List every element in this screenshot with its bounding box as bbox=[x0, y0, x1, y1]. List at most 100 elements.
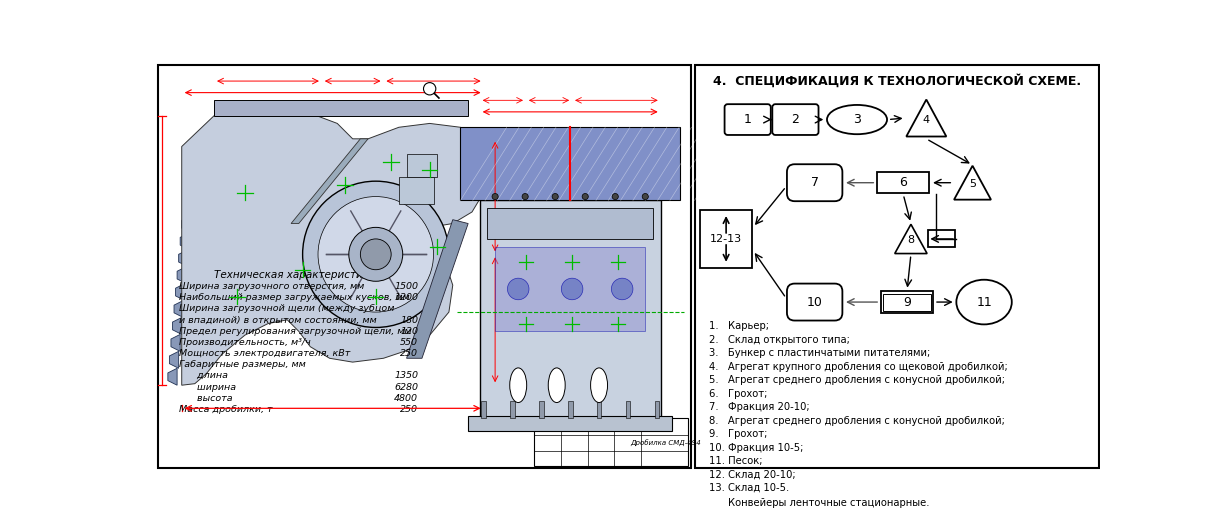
Bar bbox=[398, 177, 434, 204]
Bar bbox=[625, 401, 630, 418]
Polygon shape bbox=[188, 148, 197, 165]
Circle shape bbox=[612, 193, 618, 200]
Circle shape bbox=[362, 240, 390, 268]
FancyBboxPatch shape bbox=[787, 164, 842, 201]
Circle shape bbox=[582, 193, 588, 200]
Bar bbox=[461, 127, 680, 201]
FancyBboxPatch shape bbox=[787, 284, 842, 320]
Bar bbox=[482, 401, 485, 418]
Bar bbox=[881, 291, 933, 313]
Circle shape bbox=[562, 278, 582, 300]
Polygon shape bbox=[895, 224, 927, 253]
Text: 13. Склад 10-5.: 13. Склад 10-5. bbox=[709, 483, 790, 493]
Text: Ширина загрузочного отверстия, мм: Ширина загрузочного отверстия, мм bbox=[179, 282, 364, 291]
Bar bbox=[597, 401, 602, 418]
Text: длина: длина bbox=[179, 371, 228, 380]
Polygon shape bbox=[175, 284, 185, 300]
Text: 12. Склад 20-10;: 12. Склад 20-10; bbox=[709, 469, 796, 479]
Polygon shape bbox=[407, 220, 468, 359]
Bar bbox=[158, 65, 691, 468]
Text: 9: 9 bbox=[904, 296, 911, 308]
Bar bbox=[488, 208, 653, 239]
Text: 120: 120 bbox=[400, 327, 418, 336]
Text: Предел регулирования загрузочной щели, мм: Предел регулирования загрузочной щели, м… bbox=[179, 327, 412, 336]
Text: Наибольший размер загружаемых кусков, мм: Наибольший размер загружаемых кусков, мм bbox=[179, 293, 409, 302]
Text: 7: 7 bbox=[810, 176, 819, 189]
Polygon shape bbox=[185, 182, 194, 199]
Polygon shape bbox=[168, 369, 177, 385]
Bar bbox=[533, 418, 688, 466]
Text: 8.   Агрегат среднего дробления с конусной дробилкой;: 8. Агрегат среднего дробления с конусной… bbox=[709, 416, 1005, 426]
Text: 1: 1 bbox=[744, 113, 752, 126]
Bar bbox=[495, 247, 645, 332]
Text: 5: 5 bbox=[969, 179, 976, 189]
Text: 8: 8 bbox=[907, 235, 915, 246]
Circle shape bbox=[522, 193, 528, 200]
Text: 4800: 4800 bbox=[394, 394, 418, 403]
Text: Конвейеры ленточные стационарные.: Конвейеры ленточные стационарные. bbox=[728, 498, 929, 508]
Text: и впадиной) в открытом состоянии, мм: и впадиной) в открытом состоянии, мм bbox=[179, 316, 378, 325]
Text: 180: 180 bbox=[400, 316, 418, 325]
Text: 4.   Агрегат крупного дробления со щековой дробилкой;: 4. Агрегат крупного дробления со щековой… bbox=[709, 362, 1008, 372]
Circle shape bbox=[318, 196, 434, 312]
Circle shape bbox=[360, 239, 391, 270]
Bar bbox=[468, 416, 672, 431]
Ellipse shape bbox=[591, 368, 608, 402]
Circle shape bbox=[492, 193, 498, 200]
Text: 6280: 6280 bbox=[394, 382, 418, 392]
Text: 550: 550 bbox=[400, 338, 418, 347]
Text: Габаритные размеры, мм: Габаритные размеры, мм bbox=[179, 360, 306, 369]
Bar bbox=[883, 294, 931, 310]
Text: 2: 2 bbox=[792, 113, 799, 126]
Text: 1200: 1200 bbox=[394, 293, 418, 302]
Bar bbox=[700, 210, 753, 268]
Polygon shape bbox=[173, 317, 181, 334]
FancyBboxPatch shape bbox=[772, 104, 819, 135]
Circle shape bbox=[612, 278, 633, 300]
Bar bbox=[928, 230, 955, 248]
Text: Дробилка СМД-494: Дробилка СМД-494 bbox=[630, 439, 701, 446]
Polygon shape bbox=[181, 104, 483, 385]
Text: 1350: 1350 bbox=[394, 371, 418, 380]
Polygon shape bbox=[186, 165, 196, 182]
Ellipse shape bbox=[828, 105, 888, 134]
Polygon shape bbox=[181, 216, 191, 233]
Text: 4: 4 bbox=[923, 115, 929, 125]
Circle shape bbox=[303, 181, 449, 327]
Text: 4.  СПЕЦИФИКАЦИЯ К ТЕХНОЛОГИЧЕСКОЙ СХЕМЕ.: 4. СПЕЦИФИКАЦИЯ К ТЕХНОЛОГИЧЕСКОЙ СХЕМЕ. bbox=[714, 74, 1081, 88]
FancyBboxPatch shape bbox=[725, 104, 771, 135]
Polygon shape bbox=[180, 233, 190, 250]
Circle shape bbox=[642, 193, 649, 200]
Text: высота: высота bbox=[179, 394, 233, 403]
Text: 3: 3 bbox=[853, 113, 861, 126]
Polygon shape bbox=[954, 166, 991, 200]
Text: 250: 250 bbox=[400, 405, 418, 414]
Bar bbox=[407, 154, 438, 177]
Bar bbox=[510, 401, 515, 418]
Text: Техническая характеристика: Техническая характеристика bbox=[215, 270, 375, 280]
Text: 5.   Агрегат среднего дробления с конусной дробилкой;: 5. Агрегат среднего дробления с конусной… bbox=[709, 375, 1005, 385]
Polygon shape bbox=[169, 351, 179, 369]
Ellipse shape bbox=[548, 368, 565, 402]
Text: 9.   Грохот;: 9. Грохот; bbox=[709, 429, 767, 439]
Text: 1.   Карьер;: 1. Карьер; bbox=[709, 322, 769, 331]
Text: 3.   Бункер с пластинчатыми питателями;: 3. Бункер с пластинчатыми питателями; bbox=[709, 348, 931, 359]
Circle shape bbox=[423, 82, 435, 95]
Polygon shape bbox=[174, 300, 183, 317]
Text: Ширина загрузочной щели (между зубцом: Ширина загрузочной щели (между зубцом bbox=[179, 304, 395, 314]
Circle shape bbox=[508, 278, 528, 300]
Text: Масса дробилки, т: Масса дробилки, т bbox=[179, 405, 273, 414]
Polygon shape bbox=[291, 139, 368, 223]
Bar bbox=[655, 401, 660, 418]
Text: 250: 250 bbox=[400, 349, 418, 358]
Bar bbox=[695, 65, 1098, 468]
Polygon shape bbox=[179, 250, 188, 267]
Text: 1500: 1500 bbox=[394, 282, 418, 291]
Text: 11. Песок;: 11. Песок; bbox=[709, 456, 763, 466]
Polygon shape bbox=[177, 267, 186, 284]
Ellipse shape bbox=[510, 368, 527, 402]
Circle shape bbox=[552, 193, 558, 200]
Text: 2.   Склад открытого типа;: 2. Склад открытого типа; bbox=[709, 335, 850, 345]
Text: 6: 6 bbox=[900, 176, 907, 189]
Circle shape bbox=[349, 228, 402, 281]
